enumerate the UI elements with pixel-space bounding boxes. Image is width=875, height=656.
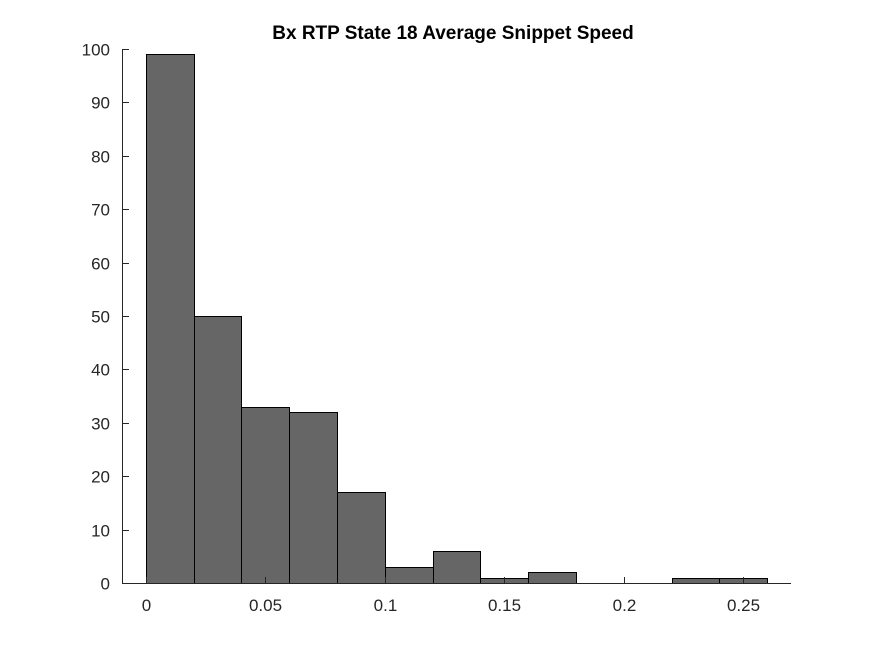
histogram-bar bbox=[528, 572, 577, 584]
x-tick-label: 0 bbox=[142, 596, 151, 615]
y-tick-label: 60 bbox=[91, 255, 110, 274]
y-tick-label: 40 bbox=[91, 361, 110, 380]
histogram-bar bbox=[337, 492, 386, 584]
histogram-bar bbox=[480, 578, 505, 584]
histogram-bar bbox=[194, 316, 242, 584]
y-tick-label: 0 bbox=[101, 575, 110, 594]
y-tick-label: 50 bbox=[91, 308, 110, 327]
x-tick-label: 0.1 bbox=[374, 596, 398, 615]
histogram-bar bbox=[146, 54, 195, 584]
y-tick-label: 10 bbox=[91, 522, 110, 541]
histogram-bar bbox=[504, 578, 529, 584]
x-axis-ticks: 0 0.05 0.1 0.15 0.2 0.25 bbox=[142, 577, 760, 615]
histogram-bar bbox=[719, 578, 744, 584]
y-tick-label: 80 bbox=[91, 148, 110, 167]
y-tick-label: 70 bbox=[91, 201, 110, 220]
y-axis-ticks: 0 10 20 30 40 50 60 70 80 90 100 bbox=[82, 41, 129, 594]
y-tick-label: 90 bbox=[91, 94, 110, 113]
histogram-bar bbox=[433, 551, 481, 584]
x-tick-label: 0.15 bbox=[488, 596, 521, 615]
y-tick-label: 20 bbox=[91, 468, 110, 487]
x-tick-label: 0.2 bbox=[613, 596, 637, 615]
x-tick-label: 0.25 bbox=[727, 596, 760, 615]
histogram-bar bbox=[743, 578, 768, 584]
y-tick-label: 100 bbox=[82, 41, 110, 60]
histogram-bar bbox=[241, 407, 290, 584]
x-tick-label: 0.05 bbox=[249, 596, 282, 615]
histogram-bar bbox=[672, 578, 720, 584]
y-tick-label: 30 bbox=[91, 415, 110, 434]
histogram-bar bbox=[385, 567, 434, 584]
chart-title: Bx RTP State 18 Average Snippet Speed bbox=[272, 23, 633, 44]
bars-group bbox=[146, 54, 768, 584]
histogram-bar bbox=[289, 412, 338, 584]
